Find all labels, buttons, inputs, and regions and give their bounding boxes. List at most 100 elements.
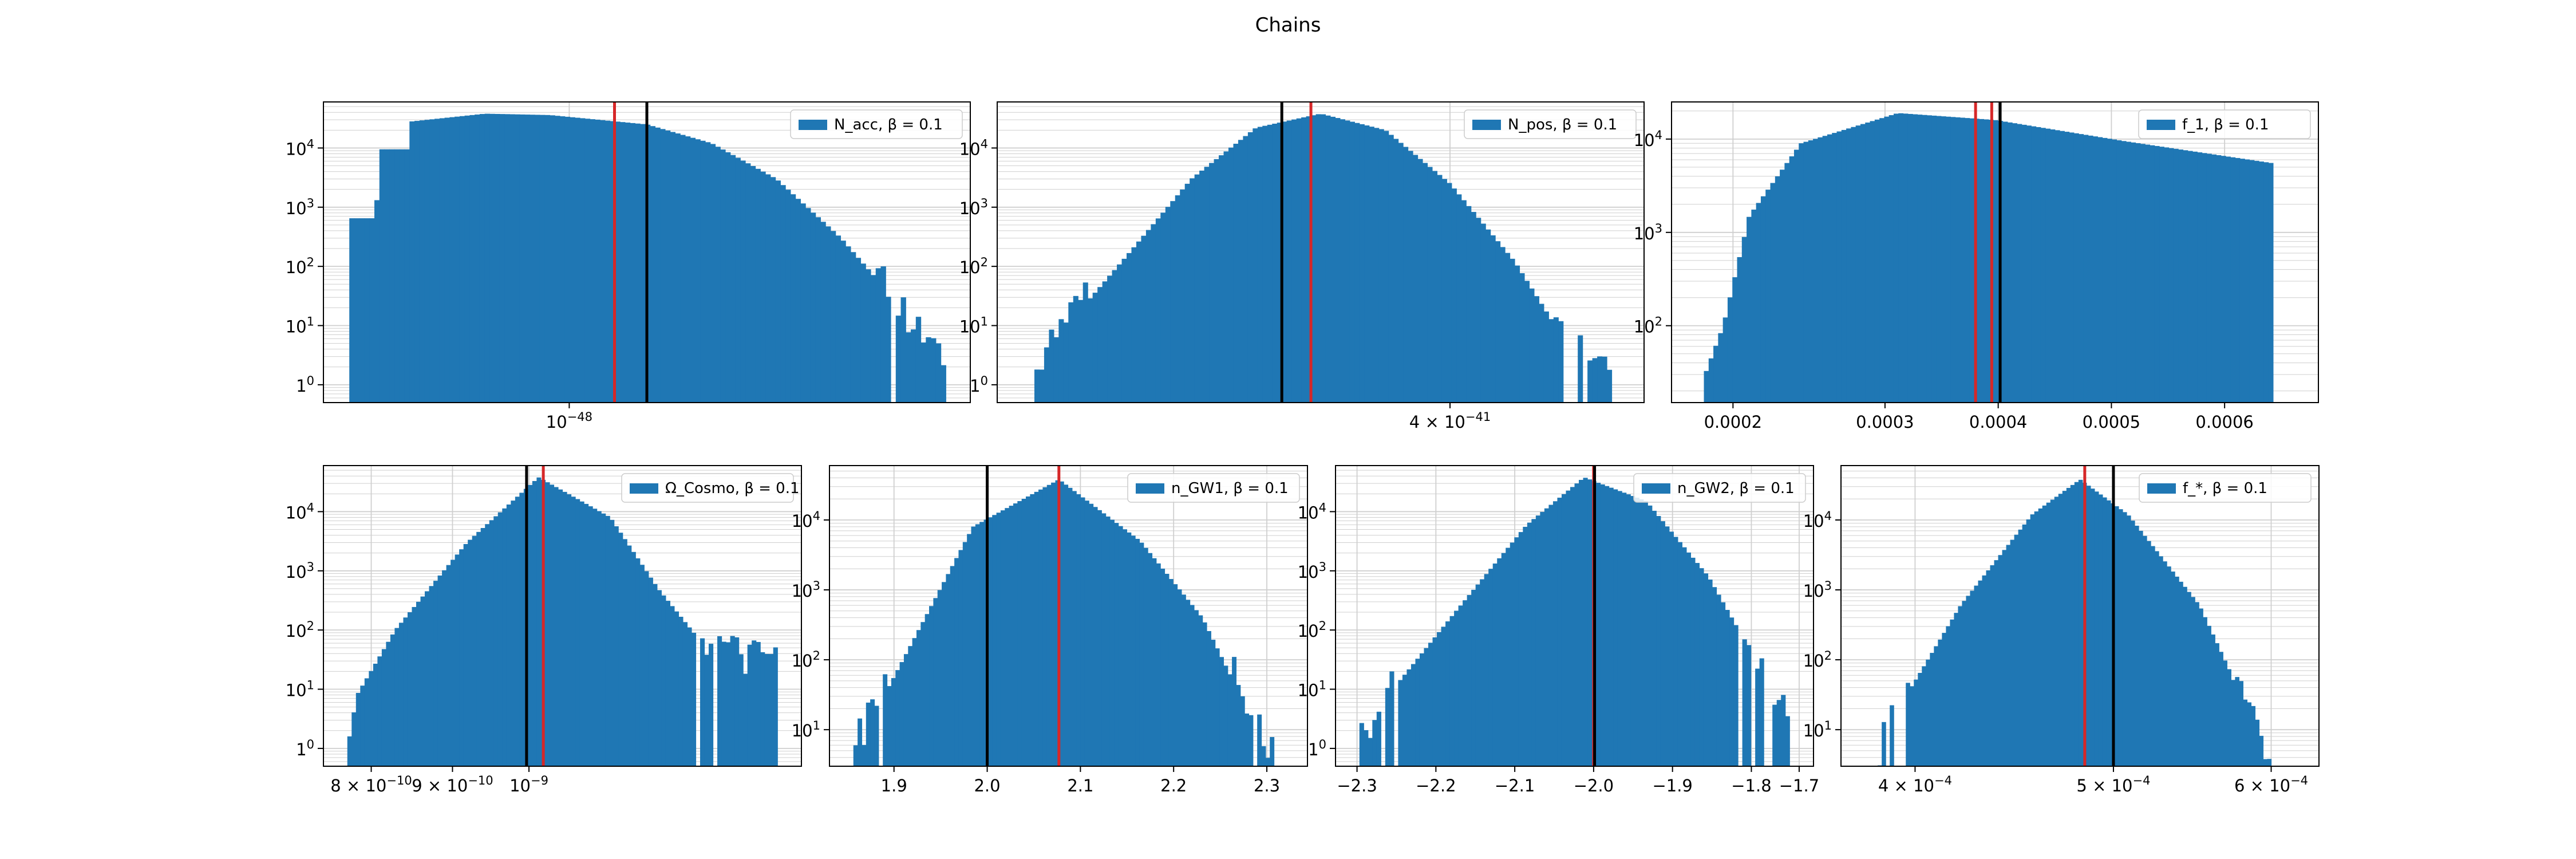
bar xyxy=(931,338,937,403)
bar xyxy=(2239,159,2245,403)
legend-swatch xyxy=(1642,483,1670,494)
bar xyxy=(1617,491,1622,766)
bar xyxy=(407,612,413,766)
bar xyxy=(1093,507,1098,766)
x-tick-label: −2.0 xyxy=(1574,776,1614,795)
bar xyxy=(687,627,692,766)
bar xyxy=(463,544,468,766)
y-tick-label: 102 xyxy=(959,255,988,277)
bar xyxy=(544,115,551,403)
bar xyxy=(1369,127,1374,403)
bar xyxy=(1893,113,1899,403)
bar xyxy=(475,114,480,403)
bar xyxy=(1378,129,1384,403)
legend-box xyxy=(1633,473,1806,503)
bar xyxy=(1647,505,1653,766)
bar xyxy=(2090,488,2095,766)
bar xyxy=(764,653,769,766)
bar xyxy=(1926,115,1932,403)
chart-bottom-4: 101 102 103 104 4 × 10−4 5 × 10−4 6 × 10−4 f_*,… xyxy=(1803,465,2320,795)
bar xyxy=(497,512,503,766)
bar xyxy=(2114,506,2119,766)
bar xyxy=(2093,136,2098,403)
bar xyxy=(1190,605,1195,766)
bar xyxy=(398,622,404,766)
bar xyxy=(1970,590,1975,766)
x-tick-label: 10−9 xyxy=(509,774,548,795)
bar xyxy=(1135,538,1140,766)
bar xyxy=(1402,675,1408,766)
bar xyxy=(1527,522,1532,766)
bar xyxy=(349,218,355,403)
bar xyxy=(1461,200,1467,403)
bar xyxy=(900,297,906,403)
bar xyxy=(670,606,675,766)
bar xyxy=(1393,139,1399,403)
bar xyxy=(2183,586,2187,766)
bar xyxy=(1089,503,1094,766)
bar xyxy=(1114,523,1119,766)
bar xyxy=(459,549,464,766)
bar xyxy=(1488,569,1494,766)
bar xyxy=(2247,702,2252,766)
bar xyxy=(743,673,748,766)
bar xyxy=(644,571,649,766)
bar xyxy=(528,484,533,766)
bar xyxy=(1131,535,1136,766)
bar xyxy=(1722,317,1728,403)
bar xyxy=(810,212,816,403)
bar xyxy=(570,117,575,403)
bar xyxy=(1463,600,1468,766)
bar xyxy=(911,329,916,403)
bar xyxy=(545,482,550,766)
bar xyxy=(1751,210,1757,403)
bar xyxy=(987,517,993,766)
bar xyxy=(721,641,726,766)
bar xyxy=(1471,212,1476,403)
bar xyxy=(1277,123,1282,403)
bar xyxy=(1354,123,1360,403)
bar xyxy=(1038,489,1044,766)
bar xyxy=(1515,265,1520,403)
bar xyxy=(580,118,586,403)
y-tick-label: 10 xyxy=(970,374,988,396)
bar xyxy=(717,636,722,766)
y-tick-label: 104 xyxy=(1298,501,1326,522)
bar xyxy=(860,263,866,403)
bar xyxy=(1121,258,1127,403)
bar xyxy=(1064,484,1069,766)
legend-label: N_pos, β = 0.1 xyxy=(1508,116,1617,133)
bar xyxy=(1291,119,1297,403)
bar xyxy=(1107,275,1113,403)
bar xyxy=(1177,589,1182,766)
bar xyxy=(1984,119,1989,403)
y-tick-label: 101 xyxy=(792,719,820,740)
bar xyxy=(929,606,934,766)
bar xyxy=(800,203,806,403)
bar xyxy=(2034,511,2039,766)
bar xyxy=(755,168,761,403)
bar xyxy=(1500,247,1506,403)
bar xyxy=(1539,304,1544,403)
bar xyxy=(2010,539,2015,766)
bar xyxy=(1160,568,1165,766)
bar xyxy=(2231,680,2235,766)
bar xyxy=(489,520,494,766)
bar xyxy=(1941,116,1946,403)
y-tick-label: 102 xyxy=(1634,315,1662,337)
bar xyxy=(1718,333,1724,403)
bar xyxy=(2054,497,2059,766)
bar xyxy=(1101,513,1107,766)
bar xyxy=(1917,115,1923,403)
bar xyxy=(850,252,856,403)
bar xyxy=(962,542,967,766)
bar xyxy=(374,200,380,403)
bar xyxy=(665,130,671,403)
bar xyxy=(2002,121,2008,403)
bar xyxy=(1000,510,1005,766)
bar xyxy=(1049,329,1054,403)
bar xyxy=(855,258,862,403)
bar xyxy=(1656,516,1661,766)
bar xyxy=(1034,491,1039,766)
